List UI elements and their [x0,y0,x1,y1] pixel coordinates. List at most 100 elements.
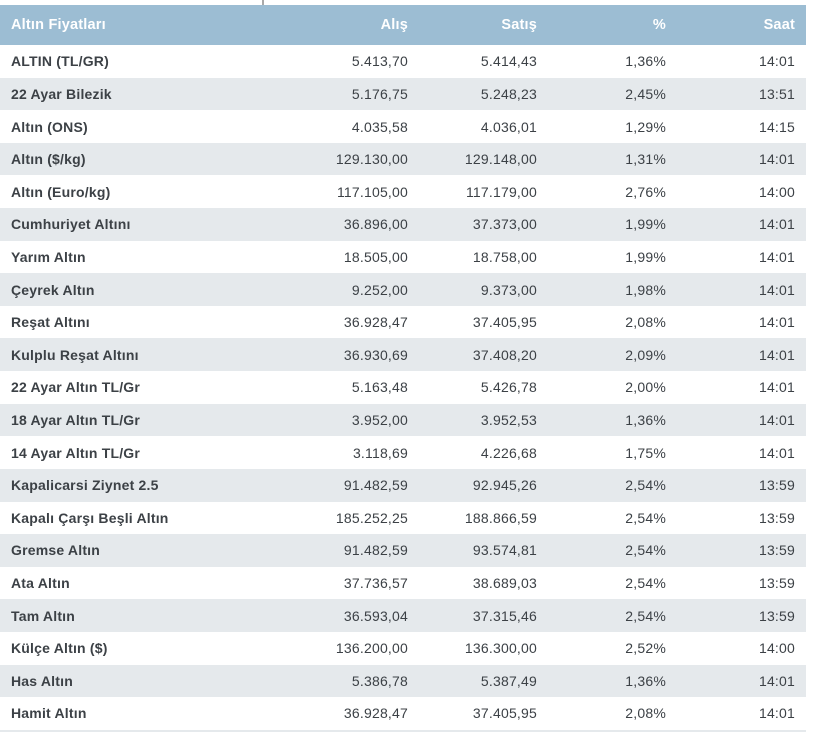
table-row: Reşat Altını 36.928,47 37.405,95 2,08% 14:01 [0,305,806,339]
row-percent: 2,52% [625,640,666,657]
row-buy: 3.118,69 [352,444,408,461]
row-sell: 5.414,43 [480,53,537,70]
row-sell: 37.405,95 [472,705,537,722]
row-name: Ata Altın [11,575,70,592]
row-buy: 37.736,57 [343,575,408,592]
row-time: 13:59 [758,542,795,559]
row-percent: 1,99% [625,216,666,233]
row-time: 14:01 [758,53,795,70]
row-time: 14:00 [758,183,795,200]
row-sell: 93.574,81 [472,542,537,559]
row-percent: 2,54% [625,575,666,592]
row-time: 14:01 [758,314,795,331]
row-time: 13:51 [758,85,795,102]
row-name: ALTIN (TL/GR) [11,53,109,70]
row-name: Hamit Altın [11,705,87,722]
row-sell: 5.426,78 [480,379,537,396]
row-sell: 4.036,01 [480,118,537,135]
row-sell: 117.179,00 [465,183,537,200]
header-time: Saat [763,17,795,33]
table-row: Ata Altın 37.736,57 38.689,03 2,54% 13:59 [0,566,806,600]
row-time: 14:01 [758,248,795,265]
table-row: 18 Ayar Altın TL/Gr 3.952,00 3.952,53 1,36%… [0,403,806,437]
row-buy: 91.482,59 [343,477,408,494]
row-time: 13:59 [758,575,795,592]
row-time: 14:15 [758,118,795,135]
row-percent: 2,00% [625,379,666,396]
row-percent: 1,29% [625,118,666,135]
row-percent: 1,31% [625,151,666,168]
row-percent: 2,09% [625,346,666,363]
row-buy: 36.593,04 [343,607,408,624]
row-percent: 2,08% [625,705,666,722]
row-buy: 36.928,47 [343,705,408,722]
row-sell: 188.866,59 [464,509,537,526]
row-buy: 5.163,48 [351,379,408,396]
row-name: 14 Ayar Altın TL/Gr [11,444,141,461]
row-percent: 1,36% [625,53,666,70]
row-buy: 5.413,70 [351,53,408,70]
row-sell: 9.373,00 [480,281,537,298]
row-percent: 2,76% [625,183,666,200]
table-row: Yarım Altın 18.505,00 18.758,00 1,99% 14:01 [0,240,806,274]
table-row: Tam Altın 36.593,04 37.315,46 2,54% 13:59 [0,599,806,632]
row-sell: 37.315,46 [472,607,537,624]
row-name: Has Altın [11,672,73,689]
row-name: Çeyrek Altın [11,281,95,298]
row-buy: 129.130,00 [335,151,408,168]
table-row: Hamit Altın 36.928,47 37.405,95 2,08% 14:01 [0,697,806,730]
row-sell: 5.387,49 [480,672,537,689]
row-time: 14:00 [758,640,795,657]
row-percent: 2,54% [625,509,666,526]
table-row: Cumhuriyet Altını 36.896,00 37.373,00 1,99%… [0,208,806,241]
table-row: 14 Ayar Altın TL/Gr 3.118,69 4.226,68 1,75%… [0,436,806,469]
header-buy: Alış [380,17,408,33]
row-percent: 2,08% [625,314,666,331]
row-name: Külçe Altın ($) [11,640,108,657]
top-divider-tick [262,0,264,5]
row-buy: 5.386,78 [351,672,408,689]
table-row: ALTIN (TL/GR) 5.413,70 5.414,43 1,36% 14:01 [0,45,806,78]
row-time: 13:59 [758,607,795,624]
row-buy: 3.952,00 [351,412,408,428]
bottom-partial-row [0,729,806,732]
table-header-row: Altın Fiyatları Alış Satış % Saat [0,5,806,45]
table-row: Kapalicarsi Ziynet 2.5 91.482,59 92.945,26… [0,468,806,502]
table-row: Kapalı Çarşı Beşli Altın 185.252,25 188.86… [0,501,806,535]
row-sell: 129.148,00 [464,151,537,168]
top-margin [0,0,814,5]
row-name: Tam Altın [11,607,76,624]
row-name: Reşat Altını [11,314,90,331]
row-time: 14:01 [758,672,795,689]
row-buy: 91.482,59 [343,542,408,559]
row-percent: 1,99% [625,248,666,265]
table-row: Altın ($/kg) 129.130,00 129.148,00 1,31% 14:… [0,142,806,176]
row-time: 13:59 [758,509,795,526]
row-sell: 4.226,68 [480,444,537,461]
row-buy: 18.505,00 [343,248,408,265]
header-name: Altın Fiyatları [11,17,106,33]
table-row: Altın (Euro/kg) 117.105,00 117.179,00 2,76%… [0,175,806,209]
table-row: 22 Ayar Bilezik 5.176,75 5.248,23 2,45% 13:5… [0,77,806,111]
row-name: 18 Ayar Altın TL/Gr [11,412,141,428]
row-time: 14:01 [758,216,795,233]
row-name: Altın (Euro/kg) [11,183,111,200]
table-row: 22 Ayar Altın TL/Gr 5.163,48 5.426,78 2,00%… [0,371,806,404]
row-sell: 18.758,00 [472,248,537,265]
table-row: Gremse Altın 91.482,59 93.574,81 2,54% 13:59 [0,534,806,567]
row-percent: 1,75% [625,444,666,461]
row-buy: 36.896,00 [343,216,408,233]
row-sell: 5.248,23 [480,85,537,102]
table-row: Altın (ONS) 4.035,58 4.036,01 1,29% 14:15 [0,110,806,143]
row-name: Altın (ONS) [11,118,88,135]
table-row: Has Altın 5.386,78 5.387,49 1,36% 14:01 [0,664,806,698]
row-sell: 92.945,26 [472,477,537,494]
row-time: 14:01 [758,346,795,363]
row-time: 13:59 [758,477,795,494]
row-buy: 5.176,75 [351,85,408,102]
row-percent: 2,54% [625,542,666,559]
row-buy: 36.930,69 [343,346,408,363]
row-percent: 1,36% [625,672,666,689]
row-percent: 2,54% [625,607,666,624]
